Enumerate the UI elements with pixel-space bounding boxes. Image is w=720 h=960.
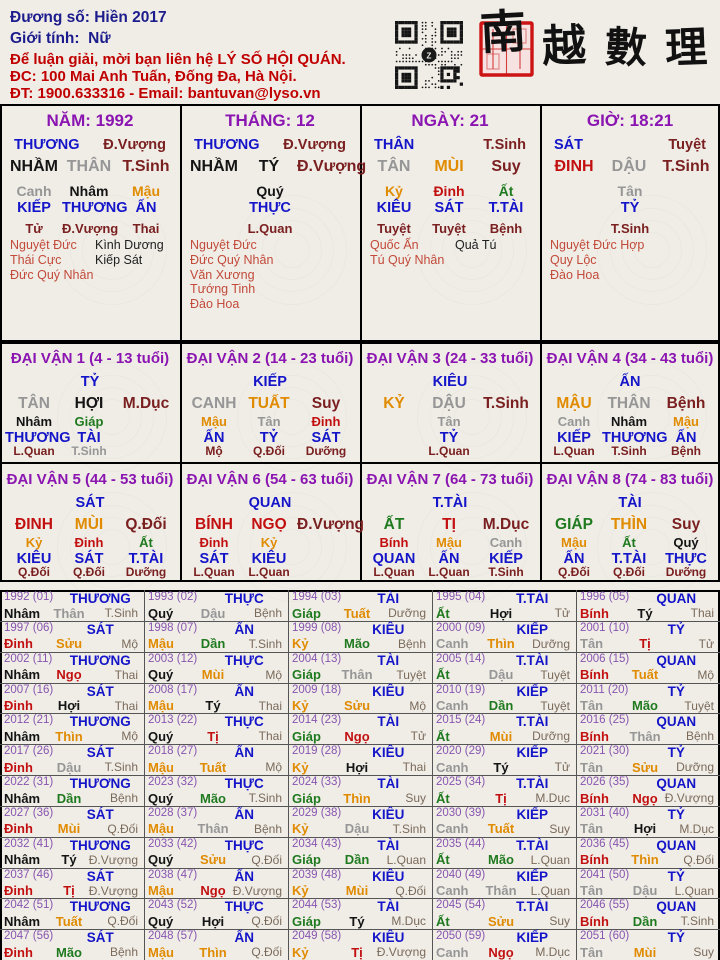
svg-text:Z: Z [427,52,432,61]
